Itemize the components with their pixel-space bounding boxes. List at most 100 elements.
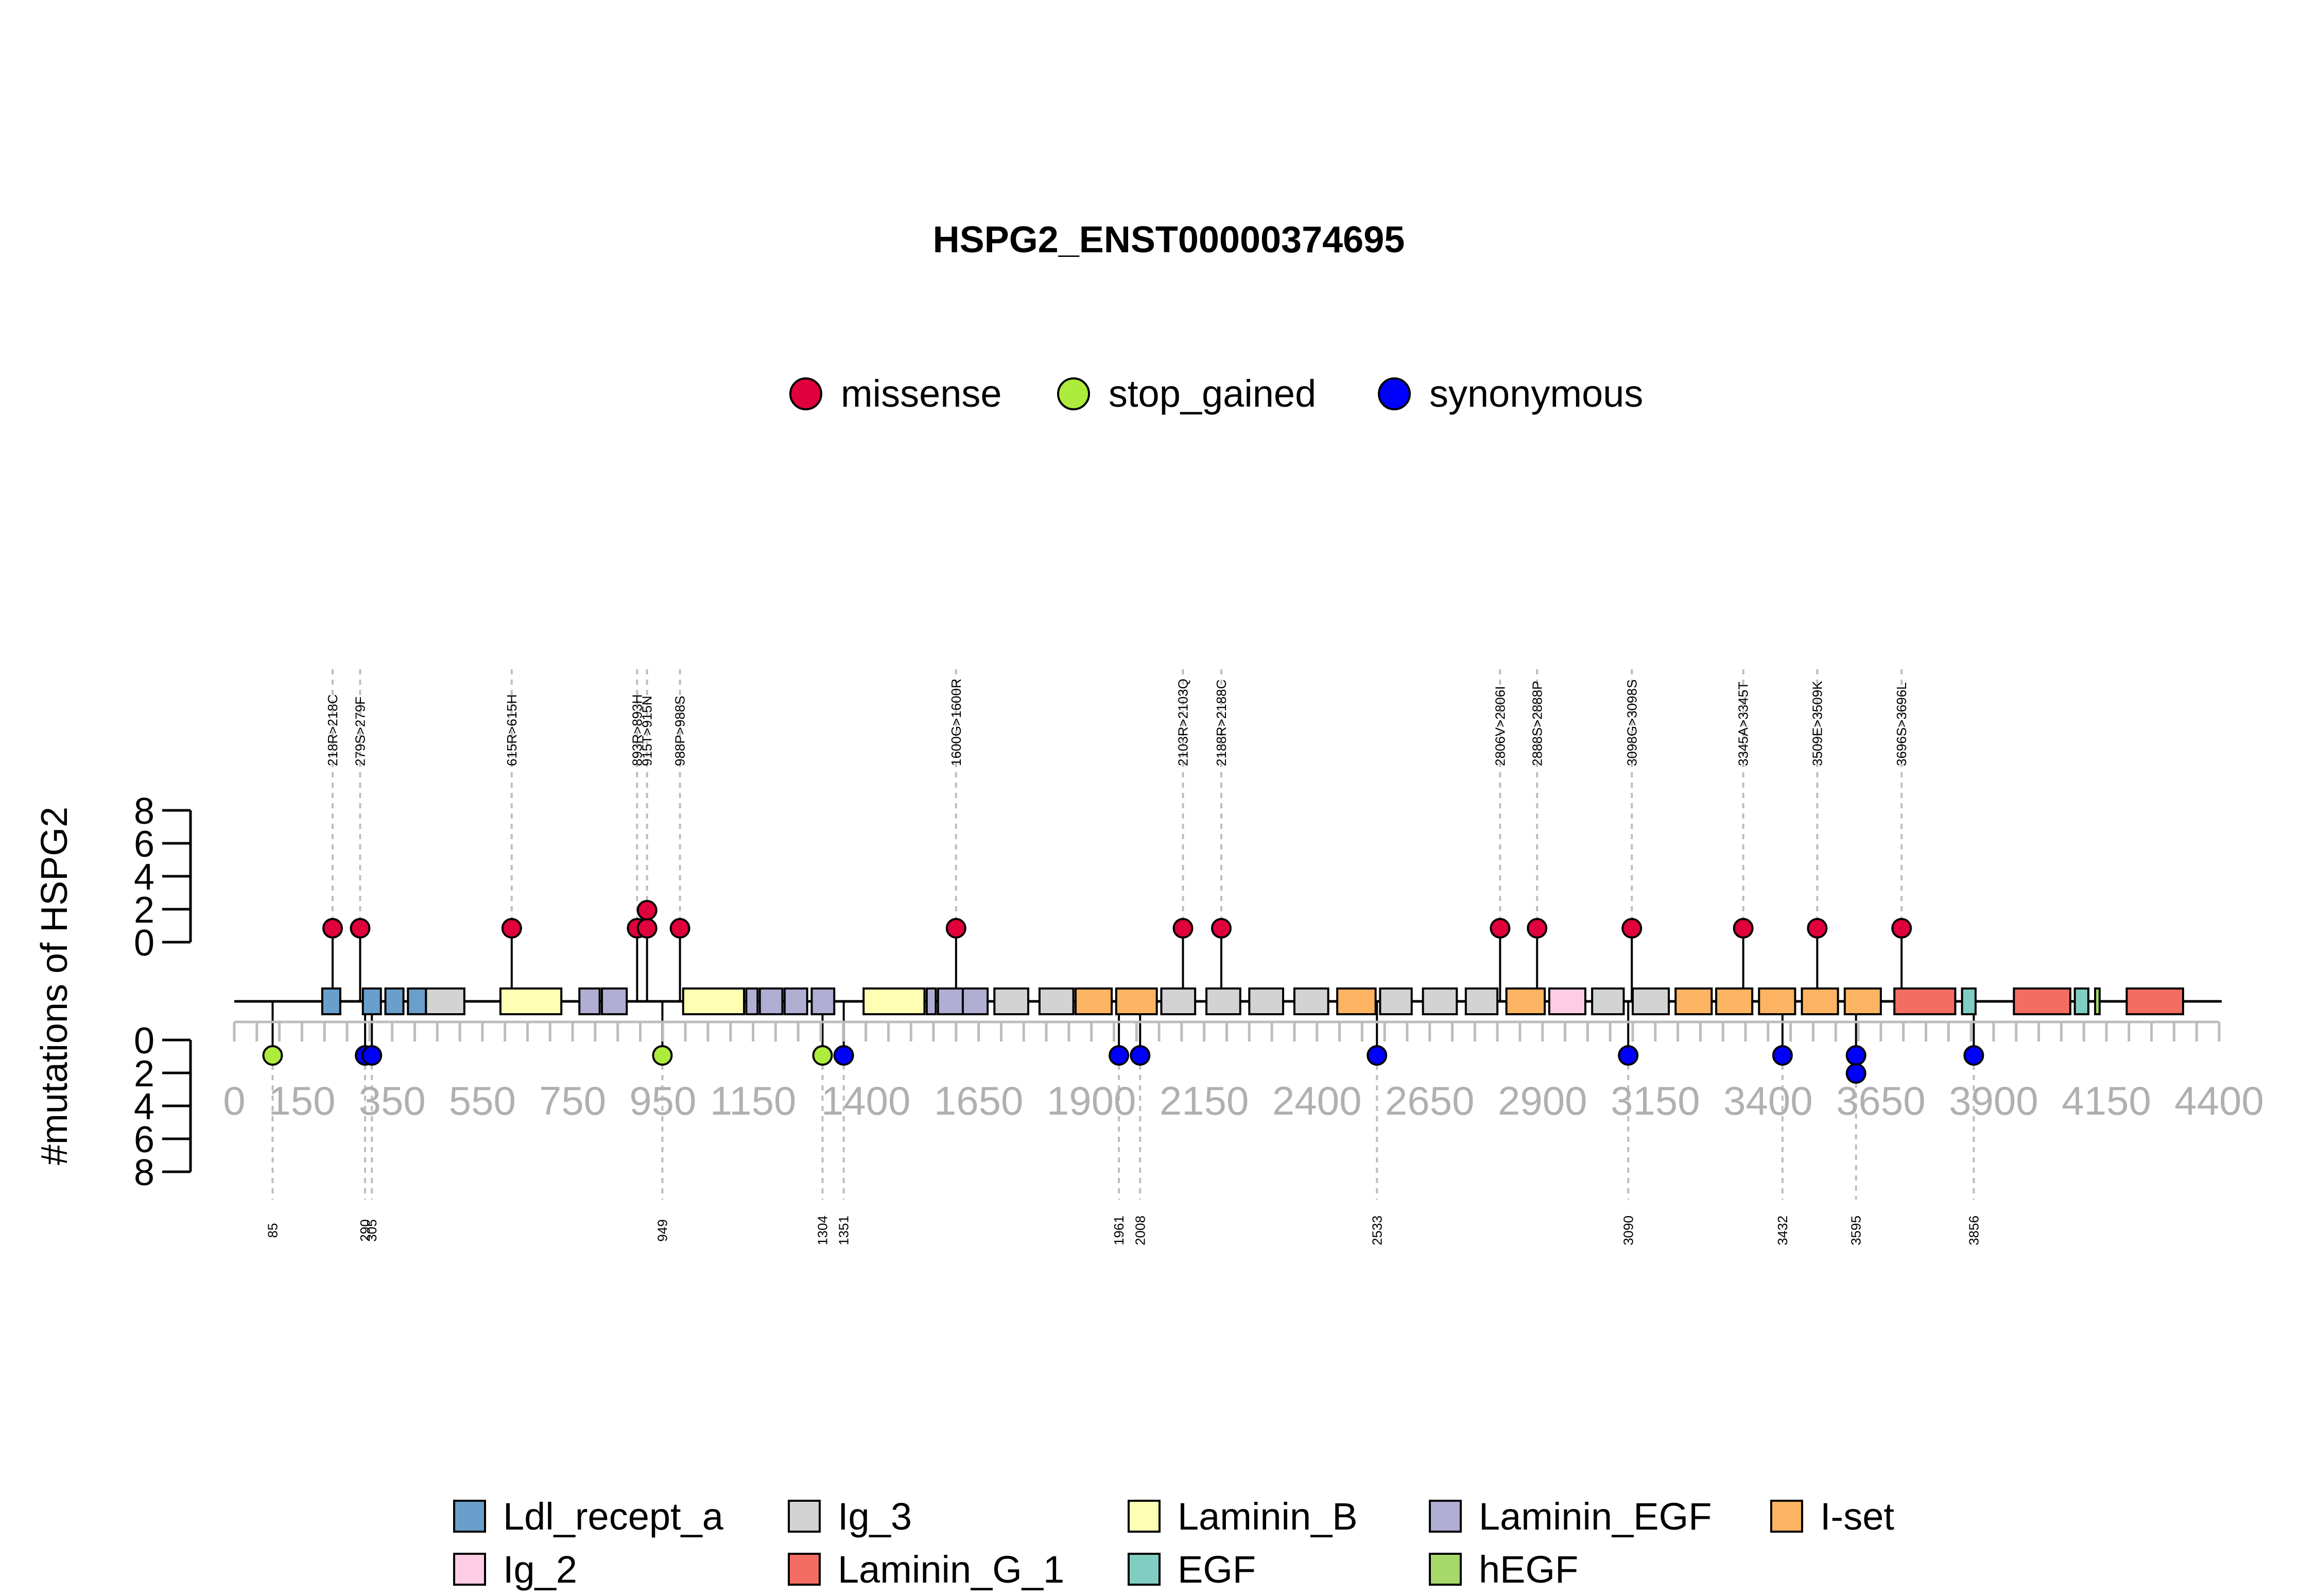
domain-Laminin_EGF [961, 987, 989, 1015]
top-mutation-label: 279S>279F [352, 697, 368, 766]
domain-Ldl_recept_a [321, 987, 341, 1015]
top-marker-missense [1621, 918, 1642, 939]
top-marker-missense [1211, 918, 1232, 939]
bottom-mutation-85: 85 [262, 1001, 283, 1238]
bottom-marker-synonymous [1845, 1045, 1866, 1066]
domain-legend-label: Ldl_recept_a [503, 1495, 724, 1538]
domain-legend-label: Ig_2 [503, 1548, 577, 1591]
domain-legend-item: Laminin_B [1128, 1495, 1358, 1538]
x-tick-label: 4150 [2062, 1078, 2151, 1123]
top-mutation-3098: 3098G>3098S [1621, 669, 1642, 1001]
top-mutation-2188: 2188R>2188C [1211, 669, 1232, 1001]
x-tick-label: 3650 [1836, 1078, 1926, 1123]
top-mutation-label: 3345A>3345T [1736, 682, 1751, 766]
chart-title: HSPG2_ENST00000374695 [933, 219, 1405, 261]
bottom-mutation-3090: 3090 [1618, 1001, 1639, 1245]
domain-I-set [1115, 987, 1158, 1015]
y-tick-label-top: 8 [134, 791, 154, 832]
y-tick-label-bottom: 6 [134, 1119, 154, 1160]
domain-legend-swatch [1128, 1500, 1161, 1533]
bottom-mutation-label: 2533 [1369, 1216, 1385, 1245]
top-marker-missense [350, 918, 371, 939]
top-mutation-label: 615R>615H [504, 695, 520, 767]
domain-Laminin_EGF [758, 987, 784, 1015]
y-tick-label-bottom: 0 [134, 1020, 154, 1062]
domain-Ig_3 [1591, 987, 1625, 1015]
bottom-mutation-label: 290 [357, 1219, 373, 1241]
top-mutation-label: 2806V>2806I [1492, 686, 1508, 766]
legend-marker-missense [789, 377, 822, 410]
bottom-mutation-label: 305 [364, 1219, 379, 1241]
legend-marker-synonymous [1378, 377, 1411, 410]
x-tick-label: 2400 [1272, 1078, 1362, 1123]
top-mutation-2888: 2888S>2888P [1527, 669, 1548, 1001]
domain-I-set [1843, 987, 1882, 1015]
top-mutation-label: 893R>893H [629, 695, 645, 767]
bottom-mutation-label: 1304 [815, 1216, 830, 1245]
domain-legend-item: Ig_2 [453, 1548, 577, 1591]
domain-Ldl_recept_a [361, 987, 382, 1015]
domain-legend-swatch [1429, 1553, 1462, 1586]
bottom-mutation-label: 3595 [1848, 1216, 1864, 1245]
domain-Ig_2 [1548, 987, 1587, 1015]
y-tick-label-bottom: 2 [134, 1053, 154, 1095]
top-marker-missense [1490, 918, 1511, 939]
x-tick-label: 1650 [934, 1078, 1024, 1123]
domain-Ig_3 [1160, 987, 1197, 1015]
legend-label-synonymous: synonymous [1429, 372, 1643, 415]
bottom-mutation-3595: 3595 [1845, 1001, 1866, 1245]
top-mutation-label: 1600G>1600R [948, 679, 964, 766]
top-mutation-3509: 3509E>3509K [1807, 669, 1828, 1001]
x-tick-label: 1400 [821, 1078, 911, 1123]
domain-hEGF [2094, 987, 2101, 1015]
domain-Ig_3 [425, 987, 465, 1015]
bottom-mutation-305: 305 [361, 1001, 383, 1242]
domain-Ig_3 [1248, 987, 1285, 1015]
top-marker-missense [1891, 918, 1912, 939]
domain-Ig_3 [1205, 987, 1241, 1015]
domain-legend-label: Laminin_G_1 [838, 1548, 1064, 1591]
domain-legend-label: Laminin_B [1178, 1495, 1358, 1538]
mutation-legend-item: missense [789, 372, 1002, 415]
domain-I-set [1758, 987, 1796, 1015]
top-mutation-988: 988P>988S [669, 669, 690, 1001]
top-mutation-2103: 2103R>2103Q [1172, 669, 1194, 1001]
bottom-mutation-2533: 2533 [1367, 1001, 1388, 1245]
bottom-marker-synonymous [1963, 1045, 1984, 1066]
x-tick-label: 350 [359, 1078, 426, 1123]
x-tick-label: 1900 [1047, 1078, 1136, 1123]
top-mutation-279: 279S>279F [350, 669, 371, 1001]
bottom-marker-stop_gained [262, 1045, 283, 1066]
legend-label-stop_gained: stop_gained [1109, 372, 1316, 415]
domain-legend-item: EGF [1128, 1548, 1256, 1591]
x-tick-label: 0 [223, 1078, 245, 1123]
domain-Ig_3 [1422, 987, 1458, 1015]
top-mutation-218: 218R>218C [322, 669, 343, 1001]
domain-I-set [1674, 987, 1713, 1015]
legend-label-missense: missense [841, 372, 1002, 415]
bottom-marker-stop_gained [812, 1045, 833, 1066]
x-tick-label: 2900 [1498, 1078, 1587, 1123]
domain-EGF [1961, 987, 1977, 1015]
top-mutation-915: 915T>915N [636, 669, 658, 1001]
top-mutation-label: 915T>915N [639, 696, 655, 766]
domain-Ig_3 [1379, 987, 1413, 1015]
x-tick-label: 2150 [1160, 1078, 1249, 1123]
bottom-mutation-3432: 3432 [1772, 1001, 1793, 1245]
x-tick-label: 1150 [710, 1078, 797, 1123]
top-marker-missense [1733, 918, 1754, 939]
domain-Ldl_recept_a [407, 987, 427, 1015]
top-marker-missense [636, 900, 658, 921]
mutation-legend-item: synonymous [1378, 372, 1643, 415]
domain-legend-label: Ig_3 [838, 1495, 912, 1538]
domain-Ig_3 [1293, 987, 1329, 1015]
bottom-marker-synonymous [1130, 1045, 1151, 1066]
x-tick-label: 3900 [1949, 1078, 2038, 1123]
top-marker-missense [1172, 918, 1194, 939]
domain-Laminin_B [862, 987, 926, 1015]
bottom-marker-synonymous [1109, 1045, 1130, 1066]
domain-Ig_3 [1632, 987, 1670, 1015]
mutation-legend-item: stop_gained [1057, 372, 1316, 415]
top-marker-missense [501, 918, 522, 939]
domain-legend-swatch [788, 1500, 821, 1533]
